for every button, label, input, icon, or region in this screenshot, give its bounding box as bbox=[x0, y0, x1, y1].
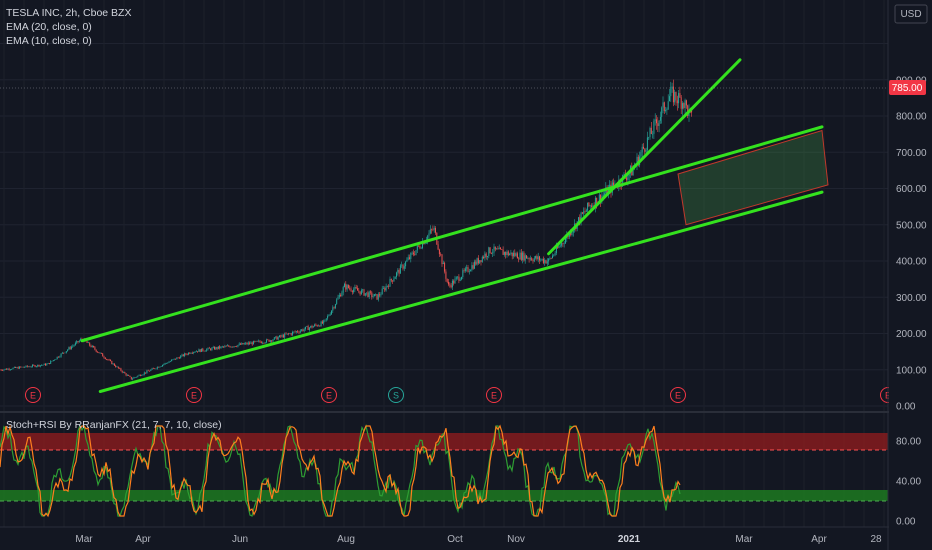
channel-line[interactable] bbox=[547, 58, 742, 256]
svg-text:E: E bbox=[675, 391, 681, 401]
price-tick: 600.00 bbox=[896, 184, 927, 195]
legend-ema10[interactable]: EMA (10, close, 0) bbox=[6, 35, 92, 47]
svg-text:E: E bbox=[191, 391, 197, 401]
time-tick: Nov bbox=[507, 534, 525, 545]
price-tick: 100.00 bbox=[896, 365, 927, 376]
time-tick: Apr bbox=[811, 534, 827, 545]
time-tick: Mar bbox=[735, 534, 753, 545]
legend-ema20[interactable]: EMA (20, close, 0) bbox=[6, 21, 92, 33]
channel-lines[interactable] bbox=[80, 58, 824, 393]
price-tick: 700.00 bbox=[896, 148, 927, 159]
osc-tick: 0.00 bbox=[896, 517, 916, 528]
time-tick: Apr bbox=[135, 534, 151, 545]
earnings-event-icon[interactable]: E bbox=[670, 387, 686, 403]
time-axis[interactable]: Mar Apr Jun Aug Oct Nov 2021 Mar Apr 28 bbox=[75, 534, 882, 545]
earnings-event-icon[interactable]: E bbox=[321, 387, 337, 403]
event-markers: EEESEEE bbox=[25, 387, 896, 403]
time-tick: 28 bbox=[870, 534, 882, 545]
legend-oscillator[interactable]: Stoch+RSI By RRanjanFX (21, 7, 7, 10, cl… bbox=[6, 419, 222, 431]
earnings-event-icon[interactable]: E bbox=[25, 387, 41, 403]
oscillator-zones bbox=[0, 433, 888, 502]
time-tick: Aug bbox=[337, 534, 355, 545]
svg-text:S: S bbox=[393, 391, 399, 401]
price-tick: 300.00 bbox=[896, 293, 927, 304]
target-box[interactable] bbox=[677, 129, 829, 226]
channel-line[interactable] bbox=[80, 125, 824, 343]
price-tick: 200.00 bbox=[896, 329, 927, 340]
earnings-event-icon[interactable]: E bbox=[186, 387, 202, 403]
osc-tick: 80.00 bbox=[896, 437, 921, 448]
price-tick: 400.00 bbox=[896, 257, 927, 268]
oscillator-lines bbox=[0, 423, 681, 518]
target-zone[interactable] bbox=[677, 129, 829, 226]
last-price-tag bbox=[889, 80, 926, 95]
split-event-icon[interactable]: S bbox=[388, 387, 404, 403]
price-tick: 0.00 bbox=[896, 402, 916, 413]
svg-text:E: E bbox=[30, 391, 36, 401]
legend-symbol[interactable]: TESLA INC, 2h, Cboe BZX bbox=[6, 7, 132, 19]
svg-text:E: E bbox=[491, 391, 497, 401]
earnings-event-icon[interactable]: E bbox=[486, 387, 502, 403]
time-tick: 2021 bbox=[618, 534, 641, 545]
time-tick: Mar bbox=[75, 534, 93, 545]
time-tick: Oct bbox=[447, 534, 463, 545]
channel-line[interactable] bbox=[98, 190, 824, 393]
price-tick: 800.00 bbox=[896, 112, 927, 123]
time-tick: Jun bbox=[232, 534, 248, 545]
svg-text:E: E bbox=[326, 391, 332, 401]
osc-tick: 40.00 bbox=[896, 477, 921, 488]
price-tick: 500.00 bbox=[896, 220, 927, 231]
last-price-value: 785.00 bbox=[892, 83, 923, 94]
oscillator-axis[interactable]: 80.00 40.00 0.00 bbox=[896, 437, 921, 528]
currency-label[interactable]: USD bbox=[900, 9, 921, 20]
